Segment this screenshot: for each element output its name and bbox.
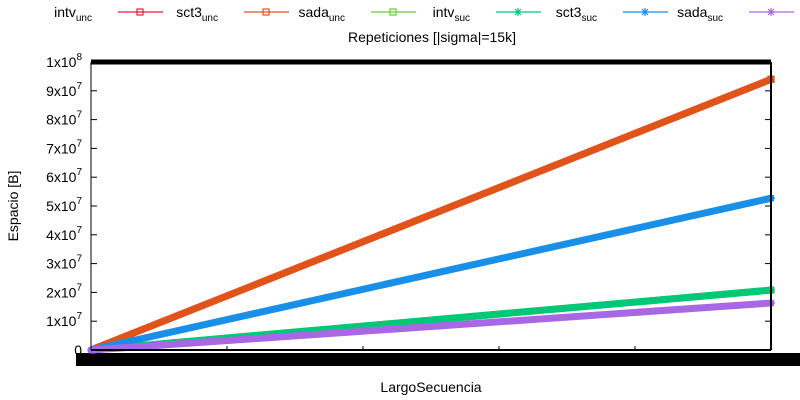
- legend-label: sadasuc: [677, 4, 723, 24]
- series-line: [87, 299, 775, 354]
- legend-item-sada-suc: sadasuc: [677, 4, 794, 24]
- x-axis-label: LargoSecuencia: [380, 379, 481, 395]
- y-tick-label: 6x107: [46, 167, 82, 185]
- plot-frame: [90, 59, 772, 351]
- legend: intvunc sct3unc sadaunc intvsuc sct3suc sadas…: [54, 4, 794, 24]
- y-tick-label: 1x107: [46, 311, 82, 329]
- chart-title: Repeticiones [|sigma|=15k]: [348, 29, 516, 45]
- y-axis-label: Espacio [B]: [5, 171, 21, 242]
- y-tick-label: 3x107: [46, 254, 82, 272]
- y-tick-label: 1x108: [46, 52, 82, 70]
- y-tick-label: 4x107: [46, 225, 82, 243]
- legend-marker: [514, 8, 522, 16]
- y-tick: 3x107: [46, 254, 771, 272]
- y-tick-label: 5x107: [46, 196, 82, 214]
- series-group: [87, 75, 775, 354]
- legend-label: sct3suc: [556, 4, 597, 24]
- legend-item-intv-suc: intvsuc: [433, 4, 541, 24]
- y-tick-label: 8x107: [46, 110, 82, 128]
- legend-marker: [262, 8, 270, 16]
- y-tick: 5x107: [46, 196, 771, 214]
- y-tick: 4x107: [46, 225, 771, 243]
- series-line: [87, 194, 775, 354]
- y-tick: 9x107: [46, 81, 771, 99]
- legend-marker: [136, 8, 144, 16]
- y-tick: 7x107: [46, 138, 771, 156]
- series-line: [87, 75, 775, 354]
- y-tick-label: 2x107: [46, 282, 82, 300]
- legend-item-intv-unc: intvunc: [54, 4, 163, 24]
- legend-marker: [641, 8, 649, 16]
- y-tick: 6x107: [46, 167, 771, 185]
- legend-item-sada-unc: sadaunc: [299, 4, 416, 24]
- y-tick-label: 0: [74, 342, 82, 358]
- legend-label: sadaunc: [299, 4, 345, 24]
- legend-item-sct3-suc: sct3suc: [556, 4, 668, 24]
- legend-marker: [389, 8, 397, 16]
- legend-item-sct3-unc: sct3unc: [176, 4, 289, 24]
- legend-label: sct3unc: [176, 4, 218, 24]
- legend-marker: [767, 8, 775, 16]
- y-tick-label: 9x107: [46, 81, 82, 99]
- y-tick-label: 7x107: [46, 138, 82, 156]
- legend-label: intvsuc: [433, 4, 470, 24]
- legend-label: intvunc: [54, 4, 92, 24]
